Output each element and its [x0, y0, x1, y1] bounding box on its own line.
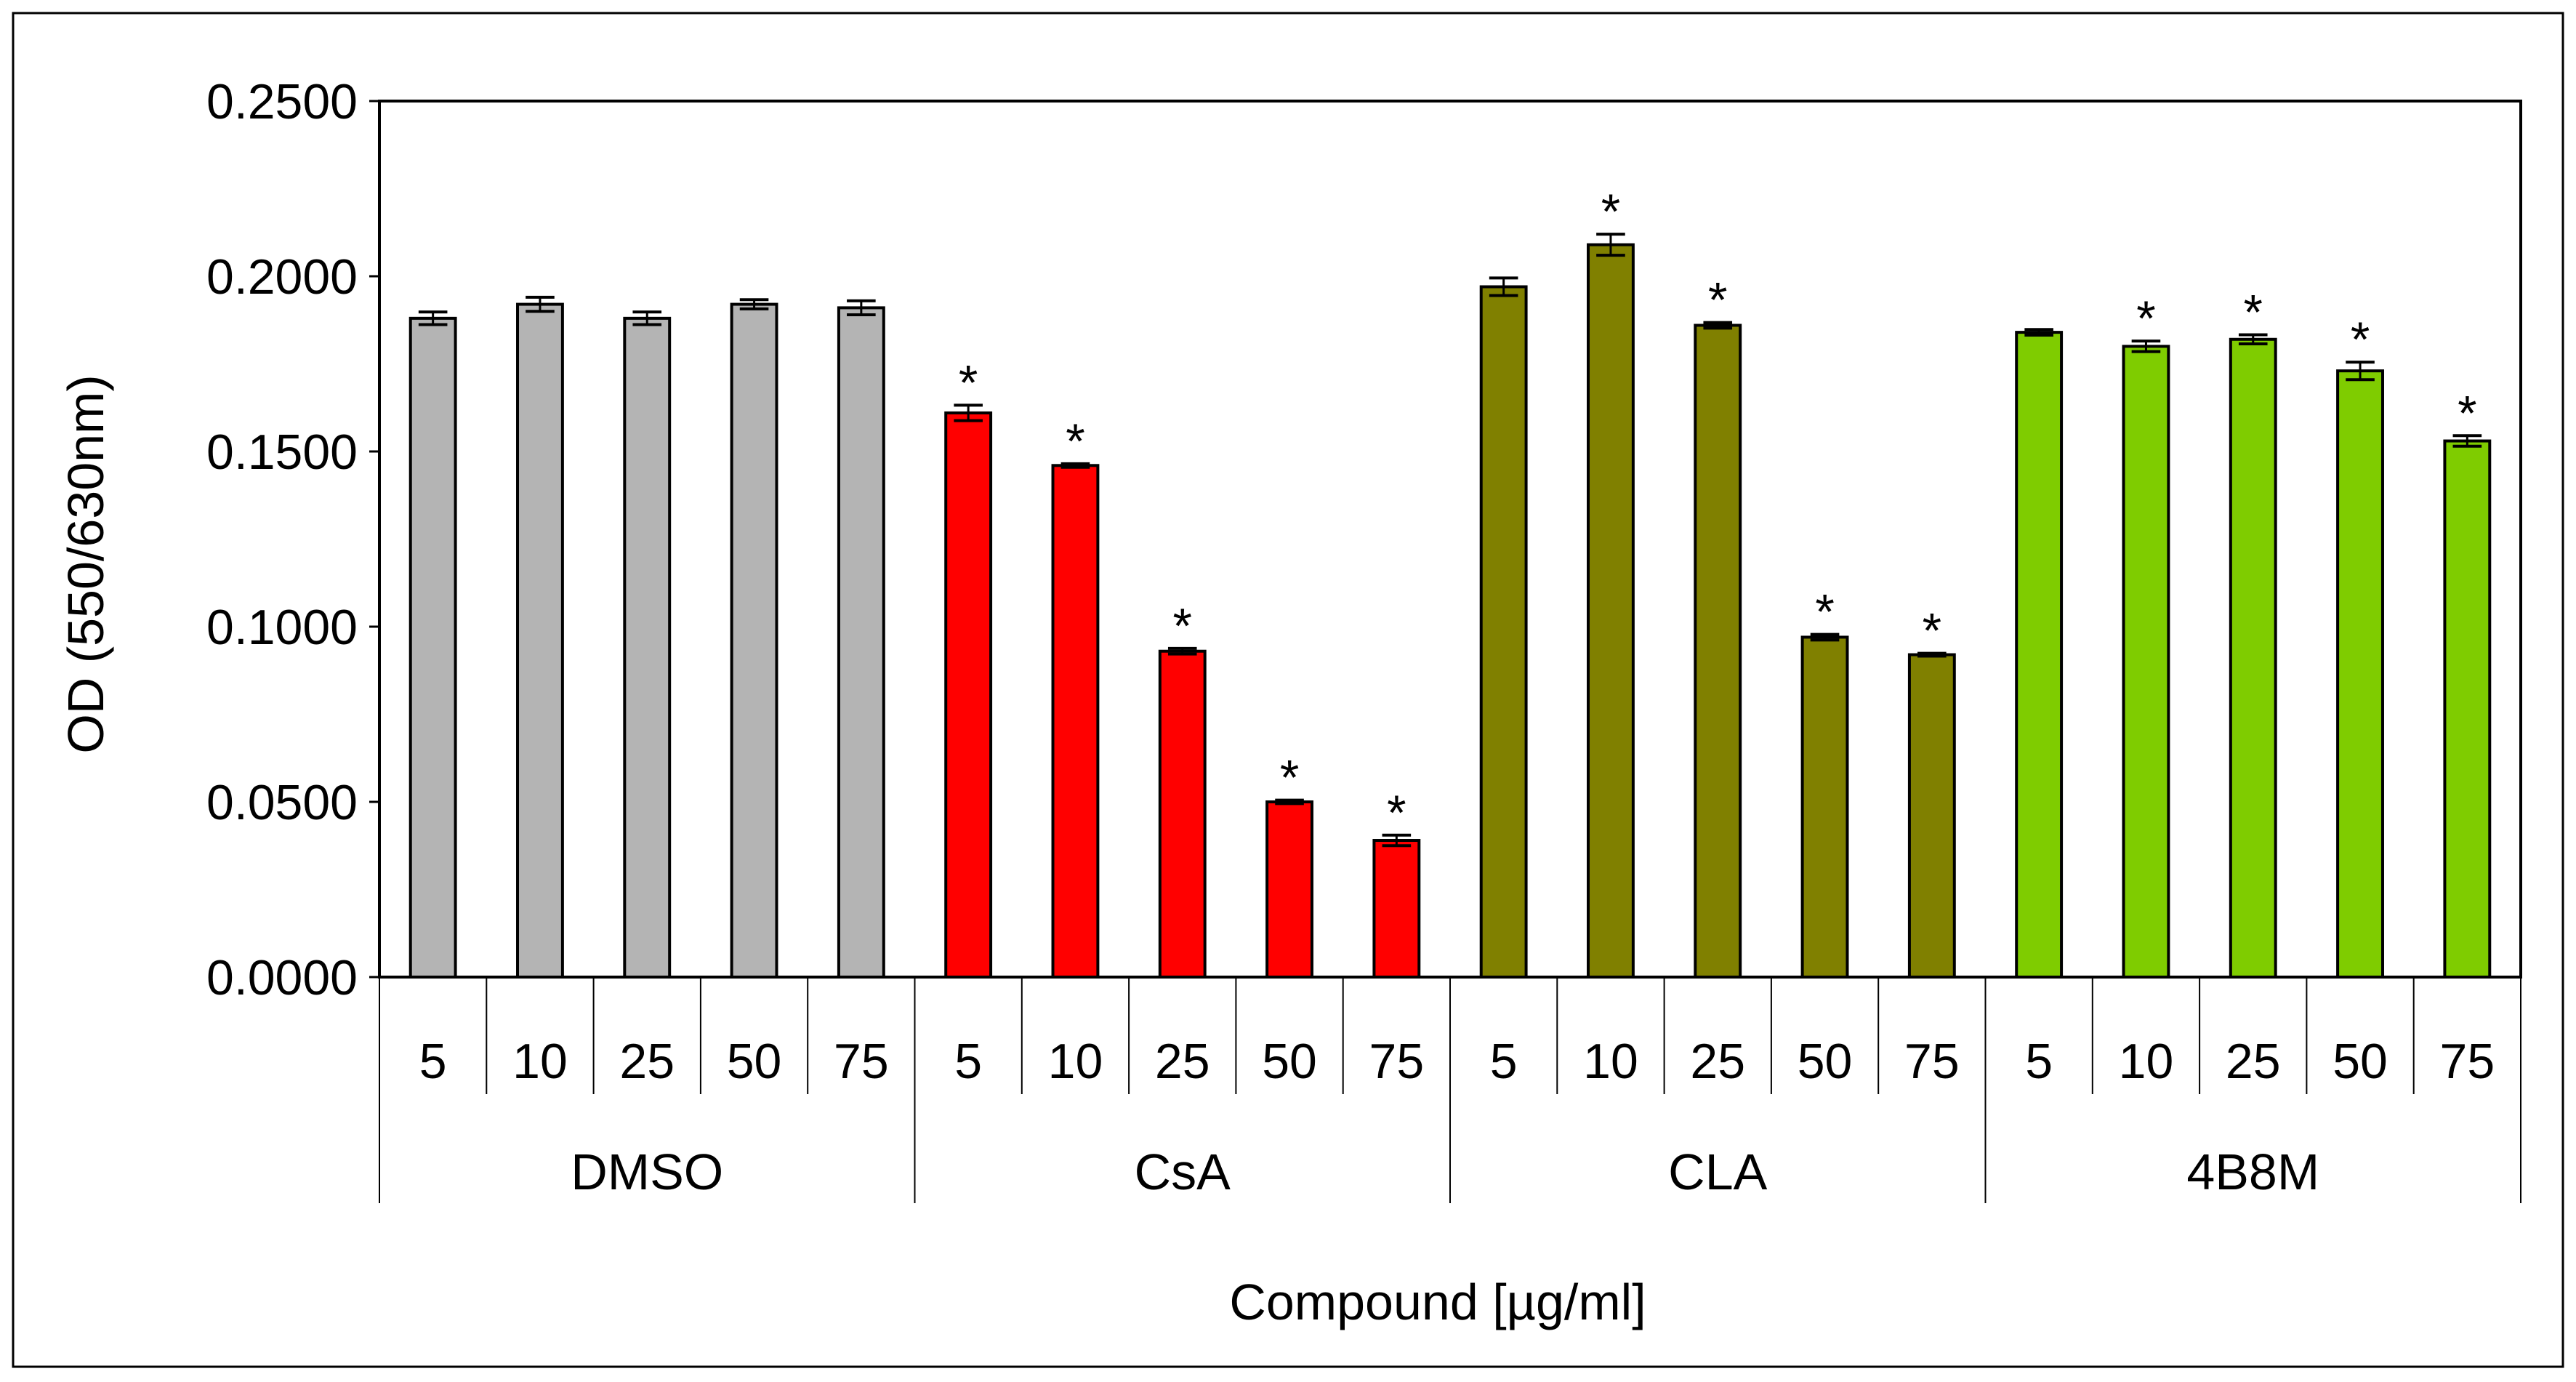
dose-label: 50: [727, 1034, 782, 1089]
y-tick-label: 0.1000: [206, 600, 358, 655]
dose-label: 10: [2119, 1034, 2174, 1089]
bar-DMSO-10: [516, 302, 564, 979]
group-label-CsA: CsA: [1135, 1144, 1231, 1200]
dose-label: 10: [1048, 1034, 1103, 1089]
bar-4B8M-50: [2336, 369, 2384, 979]
bar-CsA-5: [944, 411, 993, 979]
significance-star: *: [2351, 312, 2370, 367]
bar-CLA-5: [1479, 285, 1528, 979]
dose-label: 25: [1155, 1034, 1210, 1089]
dose-label: 50: [2333, 1034, 2388, 1089]
bar-DMSO-50: [730, 302, 778, 979]
significance-star: *: [2458, 385, 2476, 441]
significance-star: *: [2244, 284, 2263, 340]
y-axis-title: OD (550/630nm): [57, 374, 114, 753]
dose-label: 25: [619, 1034, 675, 1089]
dose-label: 50: [1262, 1034, 1317, 1089]
bar-DMSO-75: [837, 306, 885, 979]
dose-label: 5: [954, 1034, 982, 1089]
bar-DMSO-25: [623, 316, 672, 979]
dose-label: 5: [1490, 1034, 1518, 1089]
significance-star: *: [2136, 291, 2155, 346]
bar-CsA-75: [1372, 839, 1421, 979]
dose-label: 75: [1904, 1034, 1960, 1089]
significance-star: *: [1280, 750, 1299, 806]
bar-CLA-50: [1800, 635, 1849, 979]
group-label-DMSO: DMSO: [571, 1144, 723, 1200]
x-axis-title: Compound [µg/ml]: [1229, 1274, 1646, 1330]
significance-star: *: [1173, 598, 1192, 654]
dose-label: 75: [2440, 1034, 2495, 1089]
bar-4B8M-75: [2443, 439, 2492, 979]
significance-star: *: [1601, 184, 1620, 239]
y-tick-label: 0.2000: [206, 249, 358, 305]
y-tick-label: 0.0500: [206, 775, 358, 830]
dose-label: 25: [2226, 1034, 2281, 1089]
group-label-4B8M: 4B8M: [2186, 1144, 2319, 1200]
dose-label: 5: [2025, 1034, 2053, 1089]
dose-label: 5: [419, 1034, 447, 1089]
y-tick-label: 0.1500: [206, 425, 358, 480]
bar-CsA-25: [1158, 649, 1207, 979]
significance-star: *: [1923, 603, 1941, 659]
bar-4B8M-5: [2015, 331, 2064, 979]
significance-star: *: [959, 355, 978, 410]
bar-CLA-10: [1587, 243, 1635, 979]
bar-CLA-75: [1907, 653, 1956, 979]
dose-label: 10: [512, 1034, 568, 1089]
bar-CLA-25: [1694, 324, 1742, 979]
group-label-CLA: CLA: [1668, 1144, 1767, 1200]
chart-area: 0.0000 0.0500 0.1000 0.1500 0.2000 0.2500 5 10 2…: [206, 74, 2522, 1203]
bar-4B8M-10: [2122, 345, 2170, 979]
significance-star: *: [1066, 414, 1084, 469]
bar-CsA-10: [1051, 464, 1100, 979]
dose-label: 10: [1583, 1034, 1638, 1089]
y-tick-label: 0.0000: [206, 950, 358, 1005]
significance-star: *: [1387, 785, 1406, 840]
dose-label: 25: [1690, 1034, 1745, 1089]
bar-4B8M-25: [2229, 337, 2277, 979]
dose-label: 50: [1798, 1034, 1853, 1089]
dose-label: 75: [1369, 1034, 1425, 1089]
y-tick-label: 0.2500: [206, 74, 358, 129]
significance-star: *: [1815, 584, 1834, 640]
bar-DMSO-5: [408, 316, 457, 979]
dose-label: 75: [834, 1034, 889, 1089]
bar-CsA-50: [1265, 800, 1313, 979]
figure-border: [12, 12, 2564, 1368]
significance-star: *: [1708, 273, 1727, 328]
